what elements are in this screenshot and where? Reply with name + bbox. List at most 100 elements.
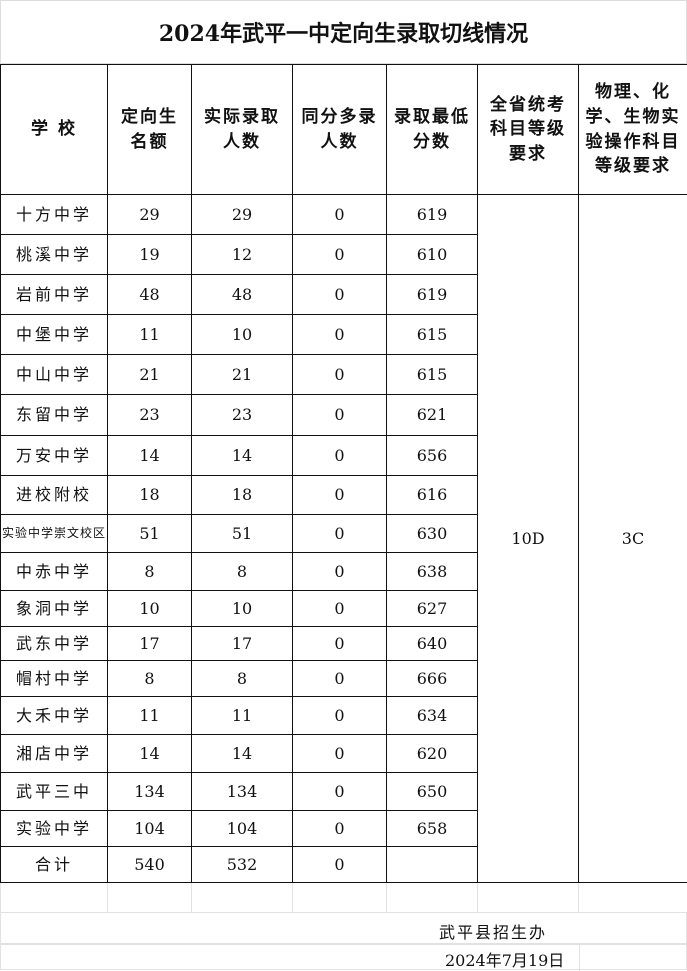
cell-min-score: 627	[387, 591, 478, 627]
cell-quota: 48	[108, 275, 192, 315]
cell-school: 进校附校	[1, 476, 108, 515]
blank-cell	[478, 883, 579, 913]
header-extra: 同分多录人数	[293, 65, 387, 195]
header-lab-req: 物理、化学、生物实验操作科目等级要求	[579, 65, 687, 195]
cell-school: 大禾中学	[1, 697, 108, 735]
cell-min-score: 615	[387, 355, 478, 395]
cell-admitted: 12	[192, 235, 293, 275]
cell-extra: 0	[293, 315, 387, 355]
cell-quota: 23	[108, 395, 192, 436]
cell-school: 实验中学	[1, 811, 108, 847]
header-grade-req: 全省统考科目等级要求	[478, 65, 579, 195]
blank-row	[1, 883, 687, 913]
cell-extra: 0	[293, 553, 387, 591]
cell-quota: 19	[108, 235, 192, 275]
cell-min-score: 615	[387, 315, 478, 355]
cell-admitted: 104	[192, 811, 293, 847]
signature-row: 武平县招生办	[0, 912, 687, 944]
cell-admitted: 8	[192, 553, 293, 591]
cell-min-score: 650	[387, 773, 478, 811]
cell-quota: 8	[108, 553, 192, 591]
signature: 武平县招生办	[439, 919, 547, 943]
cell-quota: 18	[108, 476, 192, 515]
cell-min-score: 640	[387, 627, 478, 661]
cell-min-score: 610	[387, 235, 478, 275]
cell-quota: 14	[108, 735, 192, 773]
cell-quota: 8	[108, 661, 192, 697]
total-admitted: 532	[192, 847, 293, 883]
page-title: 2024年武平一中定向生录取切线情况	[0, 0, 687, 64]
cell-school: 武平三中	[1, 773, 108, 811]
lab-requirement: 3C	[579, 195, 687, 883]
date-row: 2024年7月19日	[0, 944, 687, 970]
cell-school: 象洞中学	[1, 591, 108, 627]
cell-school: 中山中学	[1, 355, 108, 395]
cell-min-score: 658	[387, 811, 478, 847]
cell-admitted: 8	[192, 661, 293, 697]
total-min	[387, 847, 478, 883]
grade-requirement: 10D	[478, 195, 579, 883]
cell-extra: 0	[293, 773, 387, 811]
admission-table: 学 校 定向生名额 实际录取人数 同分多录人数 录取最低分数 全省统考科目等级要…	[0, 64, 687, 913]
cell-school: 湘店中学	[1, 735, 108, 773]
cell-quota: 17	[108, 627, 192, 661]
cell-min-score: 616	[387, 476, 478, 515]
cell-extra: 0	[293, 627, 387, 661]
cell-quota: 11	[108, 315, 192, 355]
blank-cell	[108, 883, 192, 913]
cell-min-score: 656	[387, 436, 478, 476]
cell-admitted: 11	[192, 697, 293, 735]
cell-school: 岩前中学	[1, 275, 108, 315]
cell-school: 实验中学崇文校区	[1, 515, 108, 553]
cell-admitted: 29	[192, 195, 293, 235]
cell-quota: 51	[108, 515, 192, 553]
total-extra: 0	[293, 847, 387, 883]
date: 2024年7月19日	[445, 947, 564, 971]
cell-school: 中堡中学	[1, 315, 108, 355]
cell-quota: 10	[108, 591, 192, 627]
cell-extra: 0	[293, 591, 387, 627]
header-quota: 定向生名额	[108, 65, 192, 195]
cell-extra: 0	[293, 195, 387, 235]
cell-school: 万安中学	[1, 436, 108, 476]
header-row: 学 校 定向生名额 实际录取人数 同分多录人数 录取最低分数 全省统考科目等级要…	[1, 65, 687, 195]
blank-cell	[1, 883, 108, 913]
header-school: 学 校	[1, 65, 108, 195]
cell-min-score: 619	[387, 275, 478, 315]
cell-extra: 0	[293, 436, 387, 476]
header-min-score: 录取最低分数	[387, 65, 478, 195]
cell-school: 桃溪中学	[1, 235, 108, 275]
blank-cell	[579, 883, 687, 913]
cell-quota: 21	[108, 355, 192, 395]
cell-school: 帽村中学	[1, 661, 108, 697]
cell-school: 中赤中学	[1, 553, 108, 591]
cell-admitted: 10	[192, 591, 293, 627]
cell-min-score: 638	[387, 553, 478, 591]
cell-admitted: 14	[192, 436, 293, 476]
cell-extra: 0	[293, 235, 387, 275]
cell-quota: 29	[108, 195, 192, 235]
cell-admitted: 14	[192, 735, 293, 773]
cell-min-score: 630	[387, 515, 478, 553]
cell-admitted: 51	[192, 515, 293, 553]
cell-quota: 104	[108, 811, 192, 847]
cell-extra: 0	[293, 661, 387, 697]
cell-school: 东留中学	[1, 395, 108, 436]
cell-min-score: 621	[387, 395, 478, 436]
cell-extra: 0	[293, 476, 387, 515]
cell-min-score: 634	[387, 697, 478, 735]
cell-admitted: 134	[192, 773, 293, 811]
cell-min-score: 619	[387, 195, 478, 235]
cell-admitted: 48	[192, 275, 293, 315]
cell-admitted: 17	[192, 627, 293, 661]
blank-cell	[293, 883, 387, 913]
total-quota: 540	[108, 847, 192, 883]
cell-min-score: 620	[387, 735, 478, 773]
cell-admitted: 10	[192, 315, 293, 355]
cell-extra: 0	[293, 515, 387, 553]
total-label: 合计	[1, 847, 108, 883]
cell-extra: 0	[293, 735, 387, 773]
cell-extra: 0	[293, 275, 387, 315]
cell-admitted: 23	[192, 395, 293, 436]
